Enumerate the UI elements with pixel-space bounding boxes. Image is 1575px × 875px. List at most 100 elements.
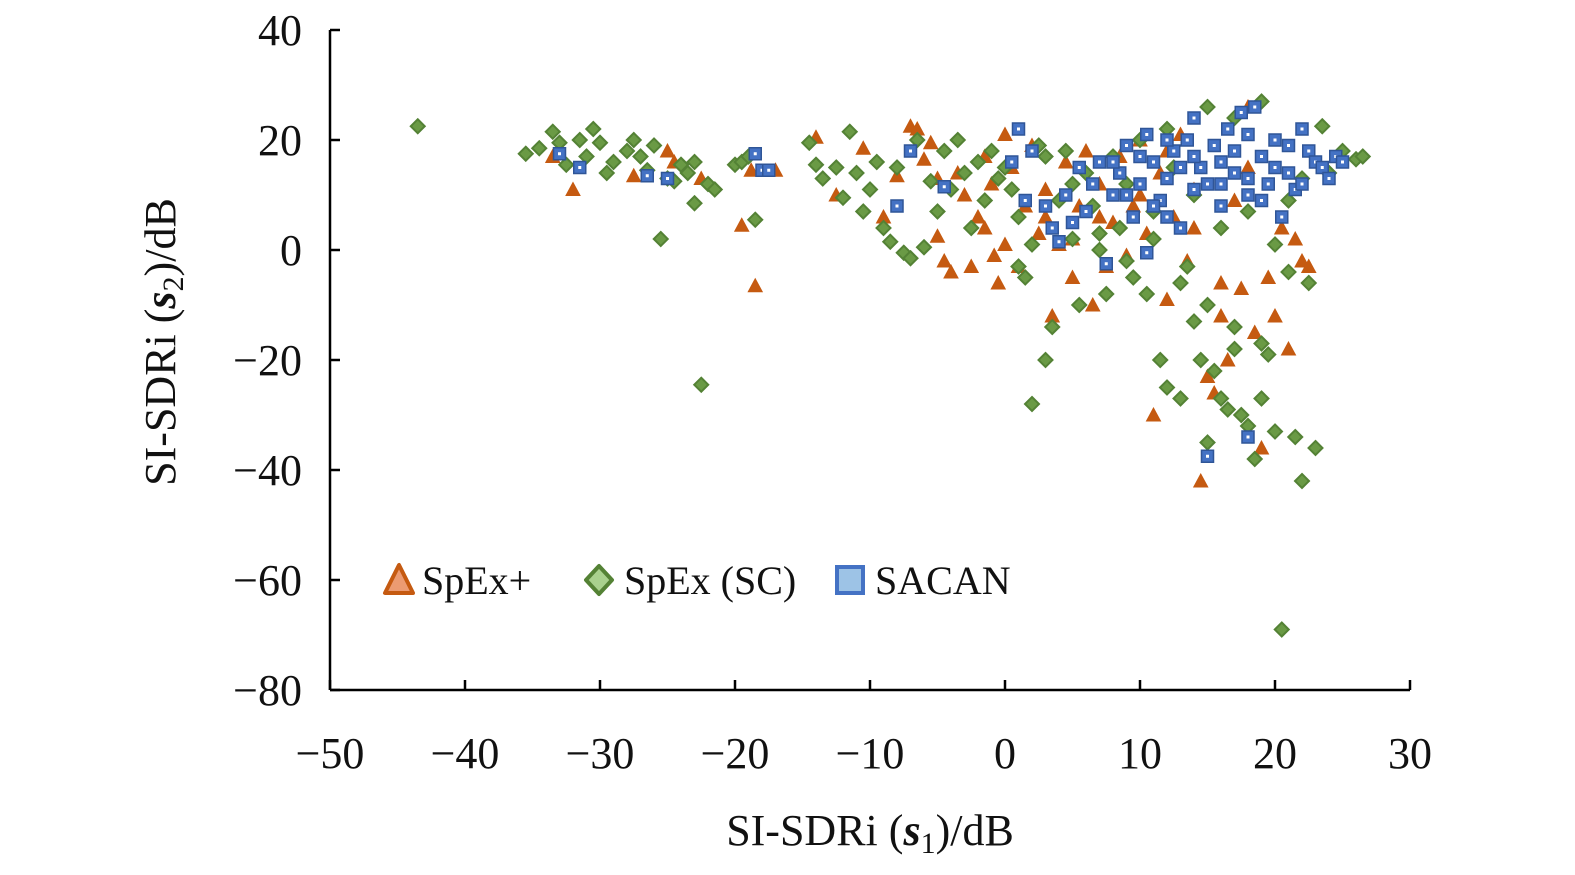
data-point-triangle xyxy=(1280,340,1297,356)
square-marker-center xyxy=(1152,160,1155,164)
data-point-diamond xyxy=(875,219,892,237)
data-point-diamond xyxy=(1016,269,1034,286)
data-point-diamond xyxy=(544,123,562,141)
data-point-triangle xyxy=(1132,186,1148,202)
legend-label-sacan: SACAN xyxy=(875,558,1011,603)
data-point-triangle xyxy=(1300,258,1317,273)
square-marker-center xyxy=(1192,155,1196,158)
square-marker-center xyxy=(1246,177,1250,180)
data-point-diamond xyxy=(605,153,622,171)
data-point-diamond xyxy=(1253,335,1270,352)
data-point-diamond xyxy=(861,181,879,198)
data-point-diamond xyxy=(1111,219,1129,237)
data-point-diamond xyxy=(1266,236,1284,253)
data-point-diamond xyxy=(1097,285,1115,303)
square-marker-center xyxy=(1327,177,1331,180)
square-marker-center xyxy=(1246,193,1250,197)
legend-item-sacan: SACAN xyxy=(835,558,1011,603)
y-axis-title-var: s xyxy=(136,291,185,309)
data-point-diamond xyxy=(1124,269,1142,286)
data-point-triangle xyxy=(1057,153,1074,169)
ticks: −50 −40 −30 −20 −10 0 10 20 30 −80 −60 −40 −20 0 20 40 xyxy=(233,6,1432,778)
square-marker-center xyxy=(1300,182,1304,186)
data-point-diamond xyxy=(1037,148,1054,165)
data-point-triangle xyxy=(986,247,1003,262)
x-tick-label: −20 xyxy=(701,729,770,778)
data-point-diamond xyxy=(1232,406,1250,424)
data-point-diamond xyxy=(1023,236,1041,253)
square-marker-center xyxy=(1165,138,1169,142)
data-point-diamond xyxy=(1138,285,1156,303)
data-point-triangle xyxy=(929,228,946,243)
square-marker-center xyxy=(1071,221,1074,224)
square-marker-center xyxy=(1064,193,1068,197)
x-tick-label: 30 xyxy=(1388,729,1432,778)
square-marker-center xyxy=(1253,105,1257,109)
data-point-diamond xyxy=(962,219,980,237)
data-point-diamond xyxy=(929,203,946,220)
data-point-diamond xyxy=(1280,192,1297,209)
data-point-triangle xyxy=(1213,274,1229,290)
square-marker-center xyxy=(1179,226,1182,230)
legend-label-spex-plus: SpEx+ xyxy=(422,558,531,603)
data-point-triangle xyxy=(1037,181,1054,196)
y-tick-label: 40 xyxy=(258,6,302,55)
data-point-diamond xyxy=(1273,621,1291,638)
square-marker-center xyxy=(909,149,912,153)
data-point-diamond xyxy=(652,230,670,248)
square-marker-center xyxy=(1206,454,1209,458)
data-point-diamond xyxy=(1293,472,1311,490)
square-marker-center xyxy=(558,152,561,156)
data-point-diamond xyxy=(983,142,1000,160)
legend-item-spex-plus: SpEx+ xyxy=(383,558,531,603)
data-point-triangle xyxy=(1064,269,1081,284)
legend-diamond-marker xyxy=(584,564,614,596)
x-tick-label: −30 xyxy=(566,729,635,778)
square-marker-center xyxy=(1219,182,1223,186)
square-marker-center xyxy=(1138,182,1142,186)
y-tick-label: 20 xyxy=(258,116,302,165)
data-point-diamond xyxy=(1212,390,1230,407)
data-point-diamond xyxy=(834,189,852,207)
square-marker-center xyxy=(1233,149,1236,153)
data-point-triangle xyxy=(1078,142,1094,158)
series-square xyxy=(552,100,1350,463)
data-point-triangle xyxy=(1294,252,1310,268)
square-marker-center xyxy=(1165,215,1169,219)
data-point-diamond xyxy=(1023,395,1041,413)
data-point-diamond xyxy=(1158,379,1176,396)
square-marker-center xyxy=(1172,149,1176,153)
data-point-triangle xyxy=(922,134,939,150)
data-point-triangle xyxy=(1260,269,1277,284)
data-point-triangle xyxy=(1145,406,1162,422)
data-point-diamond xyxy=(1259,346,1277,363)
y-tick-label: −40 xyxy=(233,446,302,495)
data-point-diamond xyxy=(1151,351,1169,369)
data-point-diamond xyxy=(1286,428,1304,446)
data-point-triangle xyxy=(659,142,676,158)
data-point-triangle xyxy=(565,181,581,196)
square-marker-center xyxy=(1077,166,1081,169)
data-point-diamond xyxy=(1178,258,1196,275)
legend: SpEx+ SpEx (SC) SACAN xyxy=(383,558,1011,603)
legend-item-spex-sc: SpEx (SC) xyxy=(584,558,796,603)
square-marker-center xyxy=(1260,155,1263,158)
data-point-triangle xyxy=(990,274,1007,290)
data-point-triangle xyxy=(1091,208,1108,224)
x-tick-label: 20 xyxy=(1253,729,1297,778)
data-point-triangle xyxy=(1030,225,1047,240)
square-marker-center xyxy=(1280,215,1284,219)
data-point-diamond xyxy=(1280,263,1297,281)
data-point-diamond xyxy=(1266,423,1284,440)
data-point-triangle xyxy=(997,236,1013,251)
data-point-triangle xyxy=(916,151,932,166)
square-marker-center xyxy=(1273,166,1277,169)
data-point-diamond xyxy=(1192,351,1210,369)
data-point-triangle xyxy=(1267,307,1283,323)
data-point-diamond xyxy=(935,142,953,160)
data-point-diamond xyxy=(686,194,703,212)
data-point-triangle xyxy=(747,277,764,293)
data-point-diamond xyxy=(989,170,1007,187)
data-point-diamond xyxy=(881,233,899,251)
square-marker-center xyxy=(1125,193,1128,197)
